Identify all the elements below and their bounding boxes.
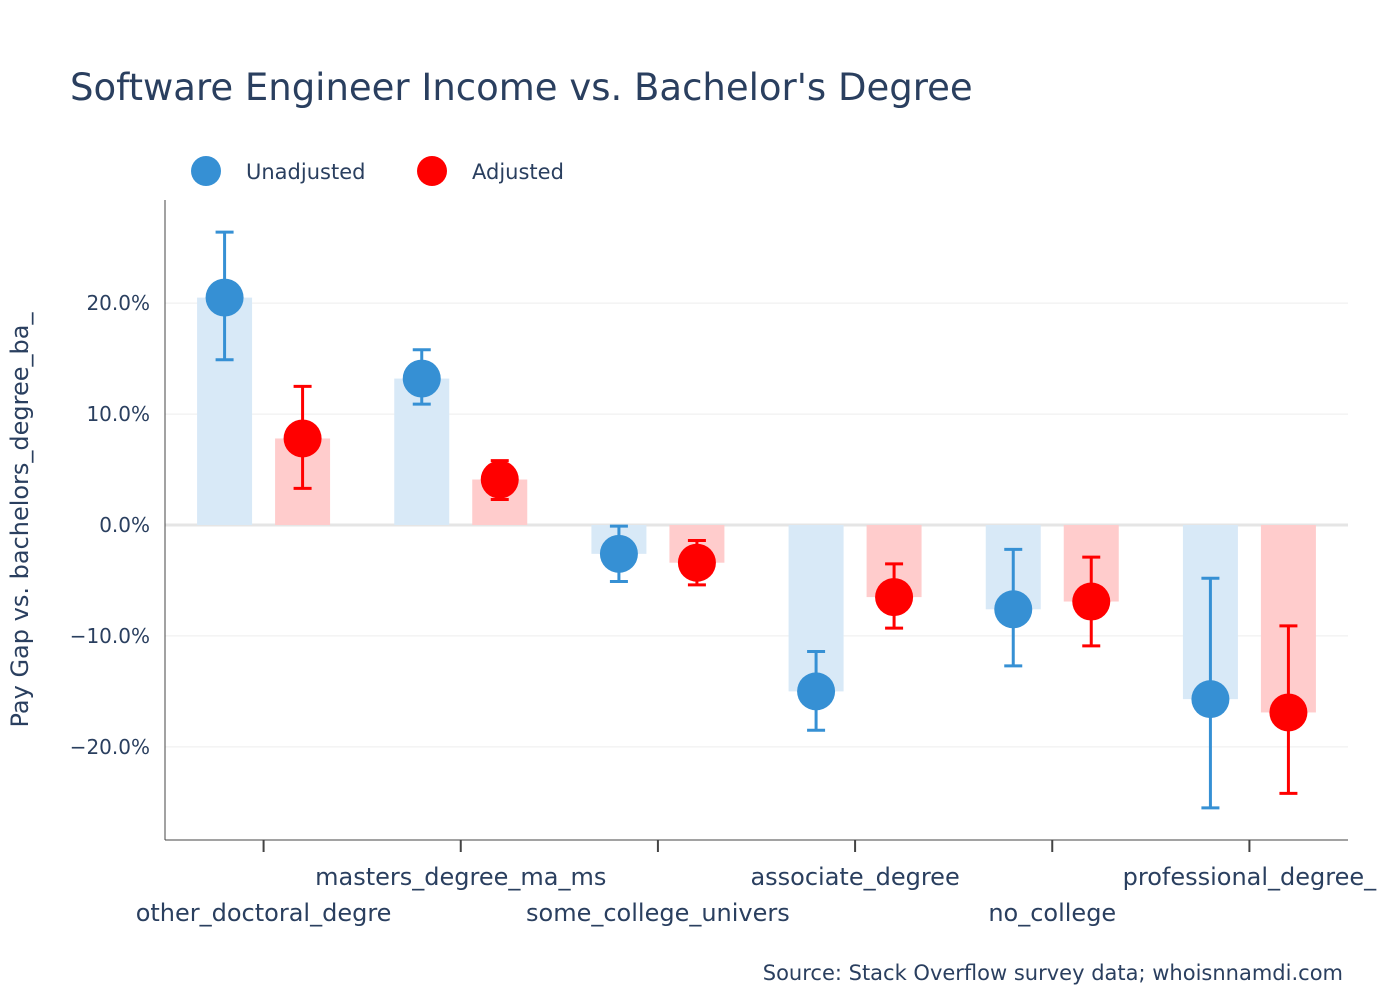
data-point: [677, 543, 716, 582]
chart-title: Software Engineer Income vs. Bachelor's …: [70, 66, 973, 109]
x-tick-label: masters_degree_ma_ms: [315, 863, 606, 891]
y-tick-label: 20.0%: [86, 291, 150, 315]
data-point: [797, 672, 836, 711]
data-point: [994, 590, 1033, 629]
x-tick-label: other_doctoral_degre: [136, 899, 392, 927]
data-point: [1191, 680, 1230, 719]
legend-marker: [191, 156, 221, 186]
data-point: [205, 278, 244, 317]
x-tick-label: some_college_univers: [526, 899, 790, 927]
legend-label: Unadjusted: [246, 160, 365, 184]
data-point: [875, 578, 914, 617]
y-tick-label: −10.0%: [70, 624, 150, 648]
data-point: [1072, 582, 1111, 621]
legend: Unadjusted Adjusted: [191, 156, 564, 186]
y-tick-label: 0.0%: [99, 513, 150, 537]
data-point: [1269, 693, 1308, 732]
legend-label: Adjusted: [472, 160, 564, 184]
source-note: Source: Stack Overflow survey data; whoi…: [763, 961, 1343, 985]
y-tick-label: −20.0%: [70, 735, 150, 759]
legend-marker: [417, 156, 447, 186]
x-tick-label: no_college: [988, 899, 1116, 927]
y-axis-label: Pay Gap vs. bachelors_degree_ba_: [6, 312, 34, 728]
y-tick-label: 10.0%: [86, 402, 150, 426]
x-tick-label: professional_degree_: [1123, 863, 1378, 891]
data-point: [599, 534, 638, 573]
data-point: [480, 460, 519, 499]
data-point: [283, 419, 322, 458]
x-tick-label: associate_degree: [750, 863, 959, 891]
data-point: [402, 359, 441, 398]
